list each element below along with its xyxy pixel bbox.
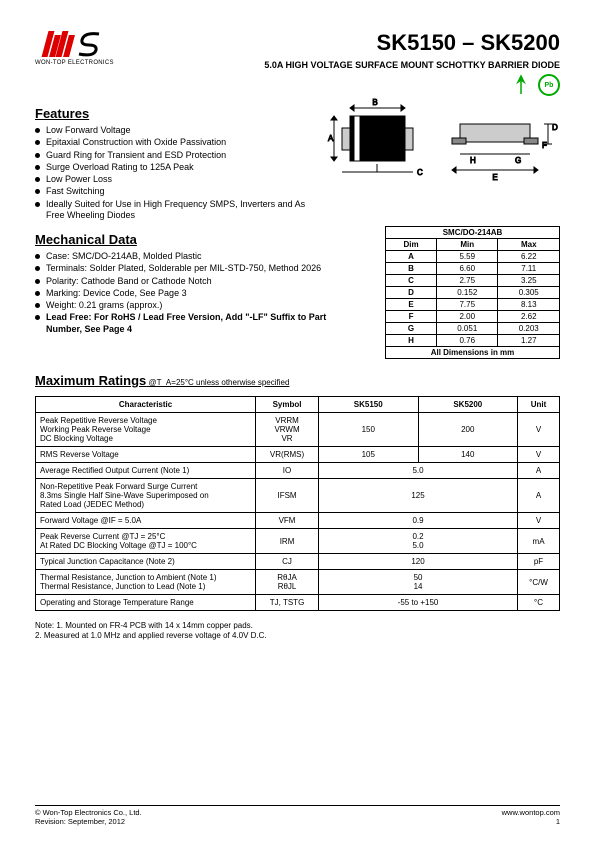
mechanical-list: Case: SMC/DO-214AB, Molded PlasticTermin… <box>35 251 358 335</box>
header: WON-TOP ELECTRONICS SK5150 – SK5200 5.0A… <box>35 30 560 96</box>
logo: WON-TOP ELECTRONICS <box>35 30 114 66</box>
rohs-icon <box>510 74 532 96</box>
mechanical-item: Lead Free: For RoHS / Lead Free Version,… <box>35 312 358 335</box>
part-title: SK5150 – SK5200 <box>264 30 560 56</box>
ratings-table: CharacteristicSymbolSK5150SK5200UnitPeak… <box>35 396 560 611</box>
feature-item: Ideally Suited for Use in High Frequency… <box>35 199 308 222</box>
note-2: 2. Measured at 1.0 MHz and applied rever… <box>35 631 560 641</box>
feature-item: Epitaxial Construction with Oxide Passiv… <box>35 137 308 148</box>
svg-text:B: B <box>372 98 377 107</box>
svg-text:G: G <box>515 156 521 165</box>
svg-text:A: A <box>328 134 334 143</box>
logo-subtext: WON-TOP ELECTRONICS <box>35 60 114 66</box>
features-list: Low Forward VoltageEpitaxial Constructio… <box>35 125 308 221</box>
max-ratings-heading: Maximum Ratings @T_A=25°C unless otherwi… <box>35 373 560 388</box>
pb-free-icon: Pb <box>538 74 560 96</box>
max-heading-sub: @T_A=25°C unless otherwise specified <box>146 378 289 387</box>
svg-text:F: F <box>542 141 547 150</box>
footer-revision: Revision: September, 2012 <box>35 817 142 826</box>
mechanical-heading: Mechanical Data <box>35 232 358 247</box>
title-block: SK5150 – SK5200 5.0A HIGH VOLTAGE SURFAC… <box>264 30 560 96</box>
mechanical-item: Marking: Device Code, See Page 3 <box>35 288 358 299</box>
footer-url: www.wontop.com <box>502 808 560 817</box>
package-drawing: B A C D H G E F <box>320 96 560 196</box>
svg-text:H: H <box>470 156 476 165</box>
footer-page: 1 <box>502 817 560 826</box>
notes: Note: 1. Mounted on FR-4 PCB with 14 x 1… <box>35 621 560 642</box>
svg-text:C: C <box>417 168 423 177</box>
part-subtitle: 5.0A HIGH VOLTAGE SURFACE MOUNT SCHOTTKY… <box>264 60 560 70</box>
feature-item: Low Forward Voltage <box>35 125 308 136</box>
footer-copyright: © Won-Top Electronics Co., Ltd. <box>35 808 142 817</box>
dimension-table: SMC/DO-214ABDimMinMaxA5.596.22B6.607.11C… <box>385 226 560 359</box>
mechanical-item: Polarity: Cathode Band or Cathode Notch <box>35 276 358 287</box>
note-1: Note: 1. Mounted on FR-4 PCB with 14 x 1… <box>35 621 560 631</box>
svg-text:E: E <box>492 173 497 182</box>
feature-item: Surge Overload Rating to 125A Peak <box>35 162 308 173</box>
svg-text:D: D <box>552 123 558 132</box>
features-heading: Features <box>35 106 308 121</box>
mechanical-item: Case: SMC/DO-214AB, Molded Plastic <box>35 251 358 262</box>
feature-item: Low Power Loss <box>35 174 308 185</box>
feature-item: Fast Switching <box>35 186 308 197</box>
mechanical-item: Terminals: Solder Plated, Solderable per… <box>35 263 358 274</box>
mechanical-item: Weight: 0.21 grams (approx.) <box>35 300 358 311</box>
footer: © Won-Top Electronics Co., Ltd. Revision… <box>35 805 560 826</box>
feature-item: Guard Ring for Transient and ESD Protect… <box>35 150 308 161</box>
max-heading-text: Maximum Ratings <box>35 373 146 388</box>
